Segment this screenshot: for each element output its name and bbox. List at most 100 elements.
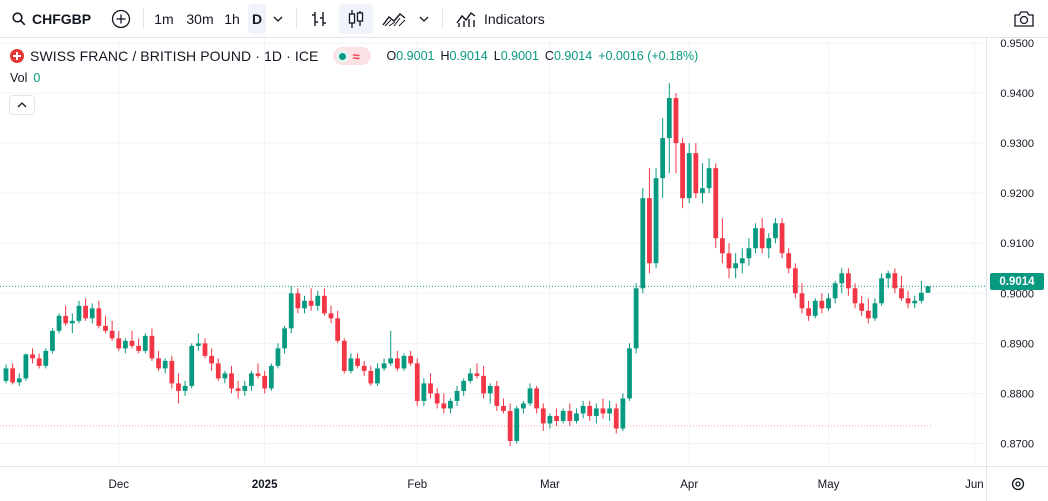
candle-body xyxy=(647,198,652,264)
candle xyxy=(388,330,394,366)
candle-body xyxy=(288,293,294,329)
candle xyxy=(129,330,135,349)
candle-body xyxy=(434,393,440,404)
candle xyxy=(282,325,287,354)
candle-body xyxy=(700,188,705,194)
candle-body xyxy=(852,288,858,304)
candle xyxy=(448,398,453,414)
candle xyxy=(414,358,420,406)
compare-symbol-button[interactable] xyxy=(108,4,134,34)
snapshot-button[interactable] xyxy=(1010,4,1038,34)
chart-type-dropdown-button[interactable] xyxy=(414,4,434,34)
price-tick-label: 0.8900 xyxy=(1000,338,1034,350)
candle xyxy=(156,350,161,371)
candle xyxy=(375,363,380,386)
candle xyxy=(540,403,546,431)
candle xyxy=(268,363,274,391)
candle-body xyxy=(328,313,334,319)
candle-body xyxy=(859,303,865,311)
timeframe-30m-button[interactable]: 30m xyxy=(186,11,214,27)
candle-body xyxy=(109,330,115,339)
candle xyxy=(925,286,931,293)
candle-body xyxy=(448,400,453,409)
candle-body xyxy=(507,410,513,441)
candle-body xyxy=(136,345,142,351)
candle xyxy=(613,403,619,434)
candle-body xyxy=(792,268,798,294)
timeframe-d-button[interactable]: D xyxy=(248,4,266,34)
candles-chart-button[interactable] xyxy=(339,4,373,34)
candle xyxy=(195,333,201,351)
candle-body xyxy=(766,238,772,249)
candle-body xyxy=(501,405,506,411)
candle xyxy=(242,380,248,396)
candle xyxy=(441,393,447,414)
indicators-button[interactable]: Indicators xyxy=(452,4,552,34)
candle xyxy=(454,385,460,406)
candle xyxy=(587,400,593,421)
candle xyxy=(275,343,281,369)
candle-body xyxy=(195,343,201,346)
instrument-title[interactable]: SWISS FRANC / BRITISH POUND · 1D · ICE xyxy=(30,48,319,64)
candle xyxy=(288,285,294,334)
candle xyxy=(222,370,228,384)
candle-body xyxy=(394,358,400,369)
candle-body xyxy=(335,318,341,341)
candle-body xyxy=(308,300,314,306)
candle-body xyxy=(23,354,29,379)
candle-body xyxy=(169,360,175,384)
candle xyxy=(89,303,95,324)
candle xyxy=(773,218,778,244)
candle xyxy=(368,365,374,386)
timeframe-dropdown-button[interactable] xyxy=(268,4,288,34)
bars-chart-button[interactable] xyxy=(306,4,332,34)
price-tick-label: 0.9300 xyxy=(1000,138,1034,150)
timeframe-1h-button[interactable]: 1h xyxy=(224,11,240,27)
candle-body xyxy=(633,288,639,349)
market-status-badge[interactable]: ≈ xyxy=(332,47,371,65)
chart-area[interactable]: 0.9500 0.9400 0.9300 0.9200 0.9100 0.9000 0.89… xyxy=(0,38,1048,501)
timeframe-1m-button[interactable]: 1m xyxy=(154,11,174,27)
candle-body xyxy=(341,340,347,371)
settings-icon xyxy=(1011,477,1025,491)
candle-body xyxy=(660,138,666,179)
candle-body xyxy=(686,153,692,199)
candle-body xyxy=(786,253,792,269)
candle-body xyxy=(826,298,831,309)
candle xyxy=(123,338,128,354)
open-key: O xyxy=(386,49,397,63)
candle xyxy=(235,380,241,399)
time-tick-label: Dec xyxy=(109,479,130,491)
candle xyxy=(43,348,49,369)
area-chart-button[interactable] xyxy=(378,4,410,34)
price-chart[interactable]: 0.9500 0.9400 0.9300 0.9200 0.9100 0.9000 0.89… xyxy=(0,38,1048,501)
candle xyxy=(474,363,480,379)
candle-body xyxy=(912,300,918,304)
candle-body xyxy=(3,368,9,381)
chart-settings-button[interactable] xyxy=(1008,474,1028,494)
candle-body xyxy=(832,283,838,299)
candle-body xyxy=(467,373,473,381)
candle xyxy=(514,405,520,444)
candle xyxy=(620,393,626,431)
candle xyxy=(686,143,692,204)
collapse-legend-button[interactable] xyxy=(9,95,35,115)
candle-body xyxy=(302,300,307,309)
candle xyxy=(308,288,314,311)
candle-body xyxy=(613,408,619,429)
candle-body xyxy=(36,358,42,366)
price-tick-label: 0.9200 xyxy=(1000,188,1034,200)
candle-body xyxy=(202,343,208,356)
candle-body xyxy=(355,358,360,366)
candle xyxy=(567,403,573,426)
candle-body xyxy=(222,373,228,379)
candle xyxy=(779,218,785,259)
candle xyxy=(759,218,765,254)
symbol-search-button[interactable]: CHFGBP xyxy=(6,4,106,34)
candle-body xyxy=(282,328,287,349)
candle xyxy=(162,358,168,374)
candle xyxy=(673,93,679,174)
candle xyxy=(660,118,666,199)
volume-key: Vol xyxy=(10,71,28,85)
candle-body xyxy=(275,348,281,366)
